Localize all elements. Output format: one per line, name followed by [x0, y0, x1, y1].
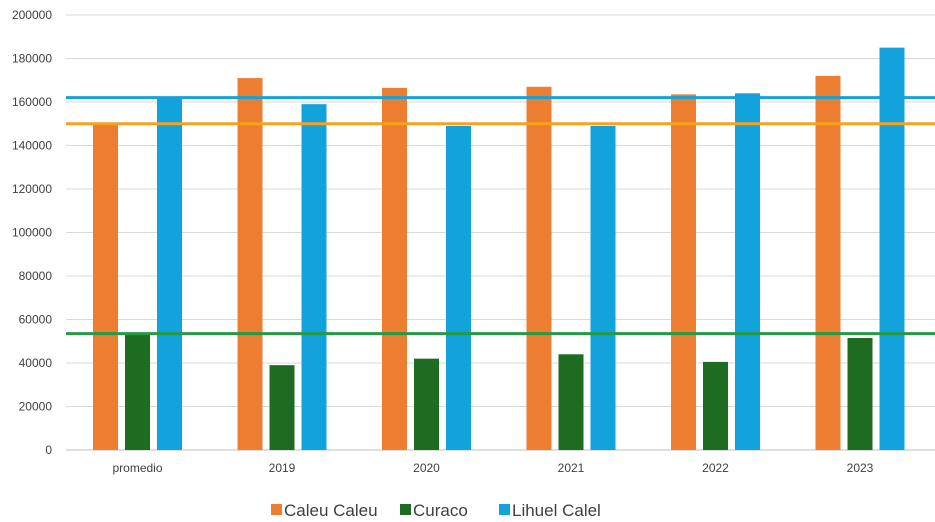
legend-label: Curaco	[413, 501, 468, 520]
y-tick-label: 20000	[19, 400, 53, 414]
y-tick-label: 160000	[12, 95, 52, 109]
x-axis: promedio 2019 2020 2021 2022 2023	[112, 461, 873, 475]
bar-caleu-caleu	[93, 123, 118, 450]
x-tick-label: 2023	[847, 461, 874, 475]
x-tick-label: 2020	[413, 461, 440, 475]
bar-caleu-caleu	[237, 78, 263, 450]
x-tick-label: promedio	[112, 461, 162, 475]
bar-curaco	[558, 354, 584, 450]
y-tick-label: 200000	[12, 8, 52, 22]
bar-curaco	[847, 337, 873, 450]
gridlines	[66, 14, 935, 451]
x-tick-label: 2022	[702, 461, 729, 475]
bar-lihuel-calel	[446, 125, 471, 451]
bar-curaco	[414, 358, 439, 450]
legend-label: Caleu Caleu	[284, 501, 378, 520]
bar-curaco	[269, 365, 295, 450]
y-tick-label: 180000	[12, 52, 52, 66]
bar-lihuel-calel	[590, 125, 616, 451]
bar-lihuel-calel	[301, 104, 327, 451]
bar-curaco	[125, 333, 150, 450]
bar-lihuel-calel	[735, 93, 760, 451]
bar-caleu-caleu	[382, 87, 407, 451]
y-tick-label: 0	[45, 443, 52, 457]
bar-lihuel-calel	[879, 47, 905, 450]
y-tick-label: 40000	[19, 356, 53, 370]
bar-caleu-caleu	[815, 75, 841, 451]
legend-swatch	[499, 504, 510, 515]
bars	[93, 47, 905, 451]
legend: Caleu Caleu Curaco Lihuel Calel	[271, 501, 601, 520]
y-tick-label: 60000	[19, 313, 53, 327]
y-tick-label: 120000	[12, 182, 52, 196]
bar-curaco	[703, 361, 728, 450]
y-tick-label: 140000	[12, 139, 52, 153]
bar-caleu-caleu	[671, 94, 696, 450]
y-tick-label: 80000	[19, 269, 53, 283]
y-axis: 0 20000 40000 60000 80000 100000 120000 140000 1…	[12, 8, 52, 457]
reference-lines	[66, 96, 935, 336]
x-tick-label: 2019	[269, 461, 296, 475]
bar-lihuel-calel	[157, 97, 182, 451]
bar-caleu-caleu	[526, 86, 552, 451]
x-tick-label: 2021	[558, 461, 585, 475]
legend-swatch	[400, 504, 411, 515]
legend-swatch	[271, 504, 282, 515]
legend-label: Lihuel Calel	[512, 501, 601, 520]
y-tick-label: 100000	[12, 226, 52, 240]
